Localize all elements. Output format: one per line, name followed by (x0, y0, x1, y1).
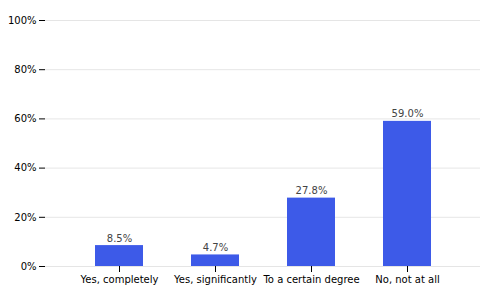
svg-text:40%: 40% (14, 162, 36, 173)
svg-text:0%: 0% (21, 261, 37, 272)
svg-text:8.5%: 8.5% (107, 233, 132, 244)
svg-text:80%: 80% (14, 64, 36, 75)
svg-text:To a certain degree: To a certain degree (262, 274, 359, 285)
svg-text:Yes, completely: Yes, completely (80, 274, 159, 285)
svg-text:20%: 20% (14, 212, 36, 223)
svg-text:100%: 100% (8, 15, 37, 26)
svg-text:No, not at all: No, not at all (375, 274, 439, 285)
svg-text:27.8%: 27.8% (296, 185, 328, 196)
svg-text:59.0%: 59.0% (392, 108, 424, 119)
svg-text:60%: 60% (14, 113, 36, 124)
svg-text:Yes, significantly: Yes, significantly (173, 274, 257, 285)
svg-text:4.7%: 4.7% (203, 242, 228, 253)
